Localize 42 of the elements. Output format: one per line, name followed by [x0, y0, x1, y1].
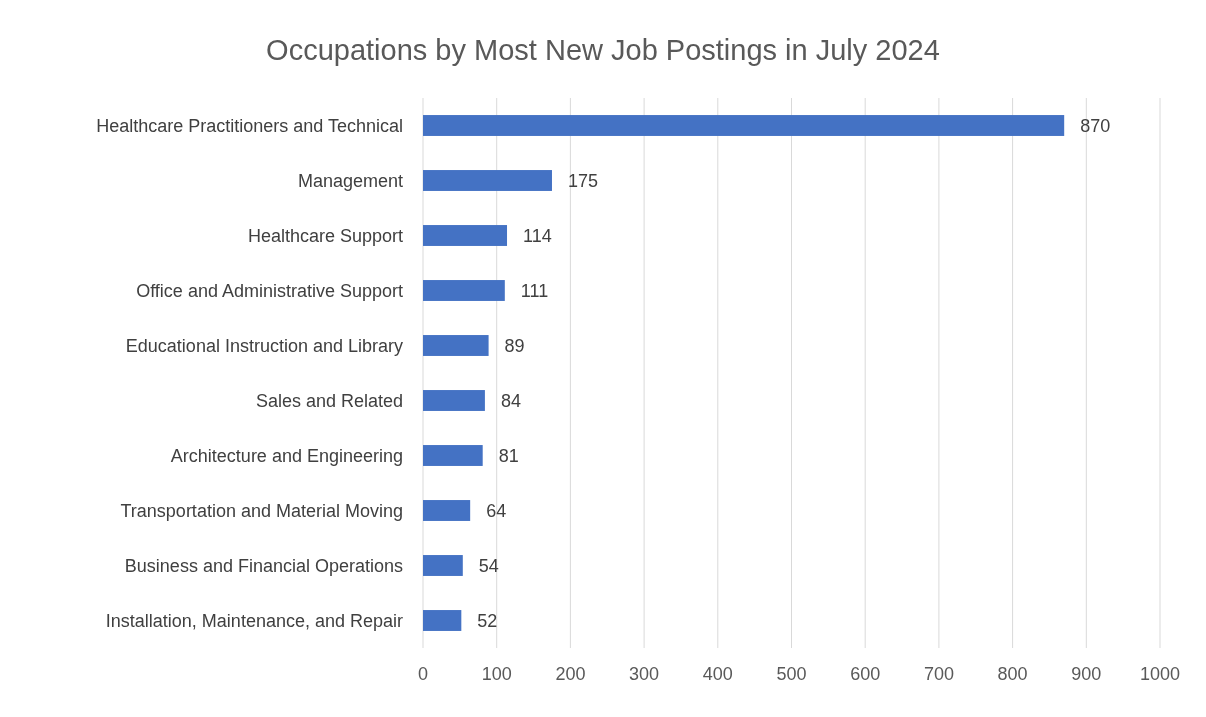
y-tick-label: Educational Instruction and Library	[125, 335, 403, 356]
bar	[423, 445, 483, 466]
data-label: 111	[520, 280, 549, 301]
chart-title: Occupations by Most New Job Postings in July 2024	[266, 34, 940, 66]
bar	[423, 500, 471, 521]
y-tick-label: Healthcare Support	[247, 225, 403, 246]
x-tick-label: 200	[555, 664, 586, 684]
bar	[423, 280, 505, 301]
bar	[423, 610, 462, 631]
x-tick-label: 300	[629, 664, 660, 684]
bar	[423, 390, 485, 411]
data-label: 81	[498, 445, 519, 466]
bar	[423, 555, 463, 576]
data-label: 54	[478, 555, 499, 576]
y-tick-label: Architecture and Engineering	[170, 445, 403, 466]
x-tick-label: 900	[1071, 664, 1102, 684]
data-label: 175	[567, 170, 599, 191]
data-label: 52	[477, 610, 498, 631]
x-tick-label: 100	[481, 664, 512, 684]
data-label: 870	[1080, 115, 1111, 136]
bar	[423, 225, 508, 246]
y-tick-label: Business and Financial Operations	[124, 555, 403, 576]
data-label: 89	[504, 335, 525, 356]
bar	[423, 170, 552, 191]
x-tick-label: 400	[702, 664, 733, 684]
x-tick-label: 0	[417, 664, 429, 684]
bar	[423, 115, 1065, 136]
y-tick-label: Installation, Maintenance, and Repair	[105, 610, 403, 631]
y-tick-label: Healthcare Practitioners and Technical	[96, 115, 403, 136]
y-tick-label: Sales and Related	[255, 390, 403, 411]
data-label: 64	[486, 500, 507, 521]
data-label: 84	[500, 390, 521, 411]
data-label: 114	[523, 225, 552, 246]
x-tick-label: 600	[850, 664, 881, 684]
y-tick-label: Office and Administrative Support	[136, 280, 403, 301]
bar	[423, 335, 489, 356]
x-tick-label: 700	[923, 664, 954, 684]
x-tick-label: 800	[997, 664, 1028, 684]
y-tick-label: Management	[297, 170, 403, 191]
x-tick-label: 500	[776, 664, 807, 684]
y-tick-label: Transportation and Material Moving	[120, 500, 403, 521]
x-tick-label: 1000	[1139, 664, 1181, 684]
